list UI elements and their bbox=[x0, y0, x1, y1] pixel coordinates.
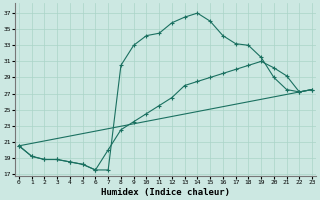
X-axis label: Humidex (Indice chaleur): Humidex (Indice chaleur) bbox=[101, 188, 230, 197]
